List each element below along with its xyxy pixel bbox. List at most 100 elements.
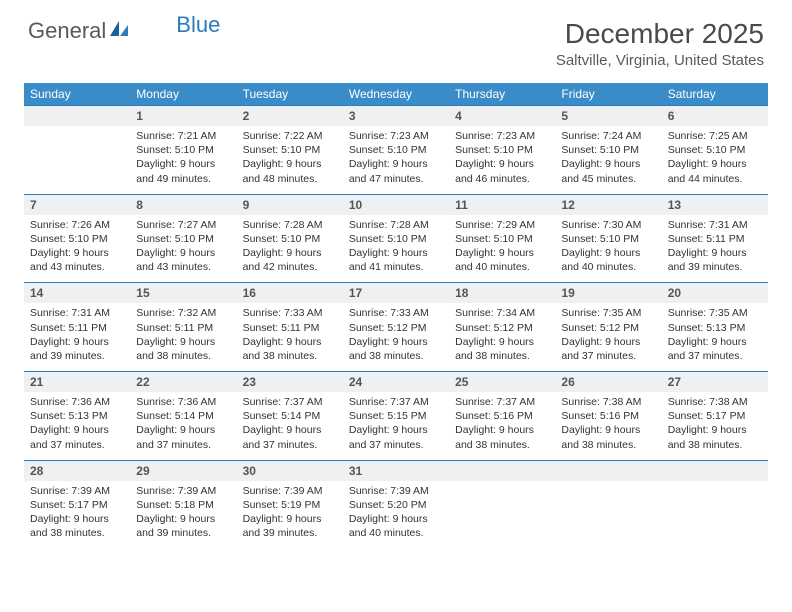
day-cell: Sunrise: 7:25 AMSunset: 5:10 PMDaylight:… bbox=[662, 126, 768, 194]
month-title: December 2025 bbox=[556, 18, 764, 50]
daylight-text-2: and 38 minutes. bbox=[243, 349, 337, 363]
sunrise-text: Sunrise: 7:30 AM bbox=[561, 218, 655, 232]
daylight-text-1: Daylight: 9 hours bbox=[455, 335, 549, 349]
day-cell: Sunrise: 7:38 AMSunset: 5:16 PMDaylight:… bbox=[555, 392, 661, 460]
day-cell: Sunrise: 7:34 AMSunset: 5:12 PMDaylight:… bbox=[449, 303, 555, 371]
day-content-row: Sunrise: 7:26 AMSunset: 5:10 PMDaylight:… bbox=[24, 215, 768, 283]
daylight-text-1: Daylight: 9 hours bbox=[349, 335, 443, 349]
daylight-text-2: and 38 minutes. bbox=[136, 349, 230, 363]
daylight-text-2: and 49 minutes. bbox=[136, 172, 230, 186]
day-content-row: Sunrise: 7:31 AMSunset: 5:11 PMDaylight:… bbox=[24, 303, 768, 371]
daylight-text-1: Daylight: 9 hours bbox=[136, 157, 230, 171]
sunrise-text: Sunrise: 7:35 AM bbox=[561, 306, 655, 320]
daylight-text-2: and 37 minutes. bbox=[243, 438, 337, 452]
day-number: 17 bbox=[343, 283, 449, 304]
day-cell: Sunrise: 7:39 AMSunset: 5:17 PMDaylight:… bbox=[24, 481, 130, 549]
sunset-text: Sunset: 5:16 PM bbox=[455, 409, 549, 423]
day-number: 10 bbox=[343, 194, 449, 215]
day-cell: Sunrise: 7:29 AMSunset: 5:10 PMDaylight:… bbox=[449, 215, 555, 283]
daylight-text-2: and 39 minutes. bbox=[30, 349, 124, 363]
sunset-text: Sunset: 5:16 PM bbox=[561, 409, 655, 423]
day-number bbox=[24, 106, 130, 127]
sunrise-text: Sunrise: 7:32 AM bbox=[136, 306, 230, 320]
sunset-text: Sunset: 5:12 PM bbox=[561, 321, 655, 335]
day-cell: Sunrise: 7:33 AMSunset: 5:12 PMDaylight:… bbox=[343, 303, 449, 371]
daylight-text-2: and 38 minutes. bbox=[455, 349, 549, 363]
day-cell: Sunrise: 7:37 AMSunset: 5:14 PMDaylight:… bbox=[237, 392, 343, 460]
day-content-row: Sunrise: 7:36 AMSunset: 5:13 PMDaylight:… bbox=[24, 392, 768, 460]
day-cell: Sunrise: 7:36 AMSunset: 5:14 PMDaylight:… bbox=[130, 392, 236, 460]
day-cell: Sunrise: 7:31 AMSunset: 5:11 PMDaylight:… bbox=[24, 303, 130, 371]
daylight-text-1: Daylight: 9 hours bbox=[349, 246, 443, 260]
day-number: 29 bbox=[130, 460, 236, 481]
sunrise-text: Sunrise: 7:23 AM bbox=[455, 129, 549, 143]
daylight-text-2: and 43 minutes. bbox=[136, 260, 230, 274]
daylight-text-1: Daylight: 9 hours bbox=[30, 246, 124, 260]
logo: General Blue bbox=[28, 18, 220, 44]
daylight-text-1: Daylight: 9 hours bbox=[561, 335, 655, 349]
sunset-text: Sunset: 5:13 PM bbox=[30, 409, 124, 423]
sunrise-text: Sunrise: 7:28 AM bbox=[243, 218, 337, 232]
sunrise-text: Sunrise: 7:21 AM bbox=[136, 129, 230, 143]
daylight-text-1: Daylight: 9 hours bbox=[136, 512, 230, 526]
sunrise-text: Sunrise: 7:26 AM bbox=[30, 218, 124, 232]
sunrise-text: Sunrise: 7:39 AM bbox=[136, 484, 230, 498]
daylight-text-2: and 37 minutes. bbox=[561, 349, 655, 363]
day-cell: Sunrise: 7:38 AMSunset: 5:17 PMDaylight:… bbox=[662, 392, 768, 460]
daylight-text-1: Daylight: 9 hours bbox=[136, 246, 230, 260]
day-content-row: Sunrise: 7:39 AMSunset: 5:17 PMDaylight:… bbox=[24, 481, 768, 549]
weekday-header: Monday bbox=[130, 83, 236, 106]
sunset-text: Sunset: 5:10 PM bbox=[30, 232, 124, 246]
day-cell bbox=[555, 481, 661, 549]
weekday-header: Saturday bbox=[662, 83, 768, 106]
day-number bbox=[449, 460, 555, 481]
sunset-text: Sunset: 5:20 PM bbox=[349, 498, 443, 512]
daylight-text-1: Daylight: 9 hours bbox=[136, 423, 230, 437]
daylight-text-2: and 39 minutes. bbox=[668, 260, 762, 274]
daylight-text-1: Daylight: 9 hours bbox=[668, 157, 762, 171]
sunset-text: Sunset: 5:11 PM bbox=[243, 321, 337, 335]
day-cell bbox=[24, 126, 130, 194]
sunset-text: Sunset: 5:10 PM bbox=[561, 143, 655, 157]
day-number: 21 bbox=[24, 372, 130, 393]
day-number: 31 bbox=[343, 460, 449, 481]
day-number: 11 bbox=[449, 194, 555, 215]
daylight-text-1: Daylight: 9 hours bbox=[30, 423, 124, 437]
weekday-header: Wednesday bbox=[343, 83, 449, 106]
logo-text-1: General bbox=[28, 18, 106, 44]
day-number: 13 bbox=[662, 194, 768, 215]
day-cell: Sunrise: 7:26 AMSunset: 5:10 PMDaylight:… bbox=[24, 215, 130, 283]
daylight-text-2: and 38 minutes. bbox=[30, 526, 124, 540]
daylight-text-2: and 41 minutes. bbox=[349, 260, 443, 274]
day-number: 5 bbox=[555, 106, 661, 127]
day-cell: Sunrise: 7:39 AMSunset: 5:19 PMDaylight:… bbox=[237, 481, 343, 549]
daylight-text-2: and 40 minutes. bbox=[349, 526, 443, 540]
day-cell: Sunrise: 7:35 AMSunset: 5:12 PMDaylight:… bbox=[555, 303, 661, 371]
day-cell: Sunrise: 7:30 AMSunset: 5:10 PMDaylight:… bbox=[555, 215, 661, 283]
sunset-text: Sunset: 5:10 PM bbox=[561, 232, 655, 246]
sunset-text: Sunset: 5:18 PM bbox=[136, 498, 230, 512]
day-number: 12 bbox=[555, 194, 661, 215]
sunrise-text: Sunrise: 7:22 AM bbox=[243, 129, 337, 143]
daylight-text-1: Daylight: 9 hours bbox=[561, 157, 655, 171]
sunrise-text: Sunrise: 7:23 AM bbox=[349, 129, 443, 143]
daylight-text-2: and 43 minutes. bbox=[30, 260, 124, 274]
day-cell bbox=[662, 481, 768, 549]
day-number: 14 bbox=[24, 283, 130, 304]
sunrise-text: Sunrise: 7:24 AM bbox=[561, 129, 655, 143]
daylight-text-2: and 48 minutes. bbox=[243, 172, 337, 186]
daylight-text-1: Daylight: 9 hours bbox=[561, 423, 655, 437]
day-number-row: 21222324252627 bbox=[24, 372, 768, 393]
day-cell: Sunrise: 7:37 AMSunset: 5:15 PMDaylight:… bbox=[343, 392, 449, 460]
sunrise-text: Sunrise: 7:27 AM bbox=[136, 218, 230, 232]
header: General Blue December 2025 Saltville, Vi… bbox=[0, 0, 792, 75]
daylight-text-2: and 39 minutes. bbox=[243, 526, 337, 540]
day-number: 8 bbox=[130, 194, 236, 215]
day-number-row: 123456 bbox=[24, 106, 768, 127]
daylight-text-2: and 37 minutes. bbox=[30, 438, 124, 452]
weekday-header-row: SundayMondayTuesdayWednesdayThursdayFrid… bbox=[24, 83, 768, 106]
day-number: 18 bbox=[449, 283, 555, 304]
sunset-text: Sunset: 5:10 PM bbox=[243, 143, 337, 157]
day-cell: Sunrise: 7:28 AMSunset: 5:10 PMDaylight:… bbox=[237, 215, 343, 283]
day-cell: Sunrise: 7:27 AMSunset: 5:10 PMDaylight:… bbox=[130, 215, 236, 283]
